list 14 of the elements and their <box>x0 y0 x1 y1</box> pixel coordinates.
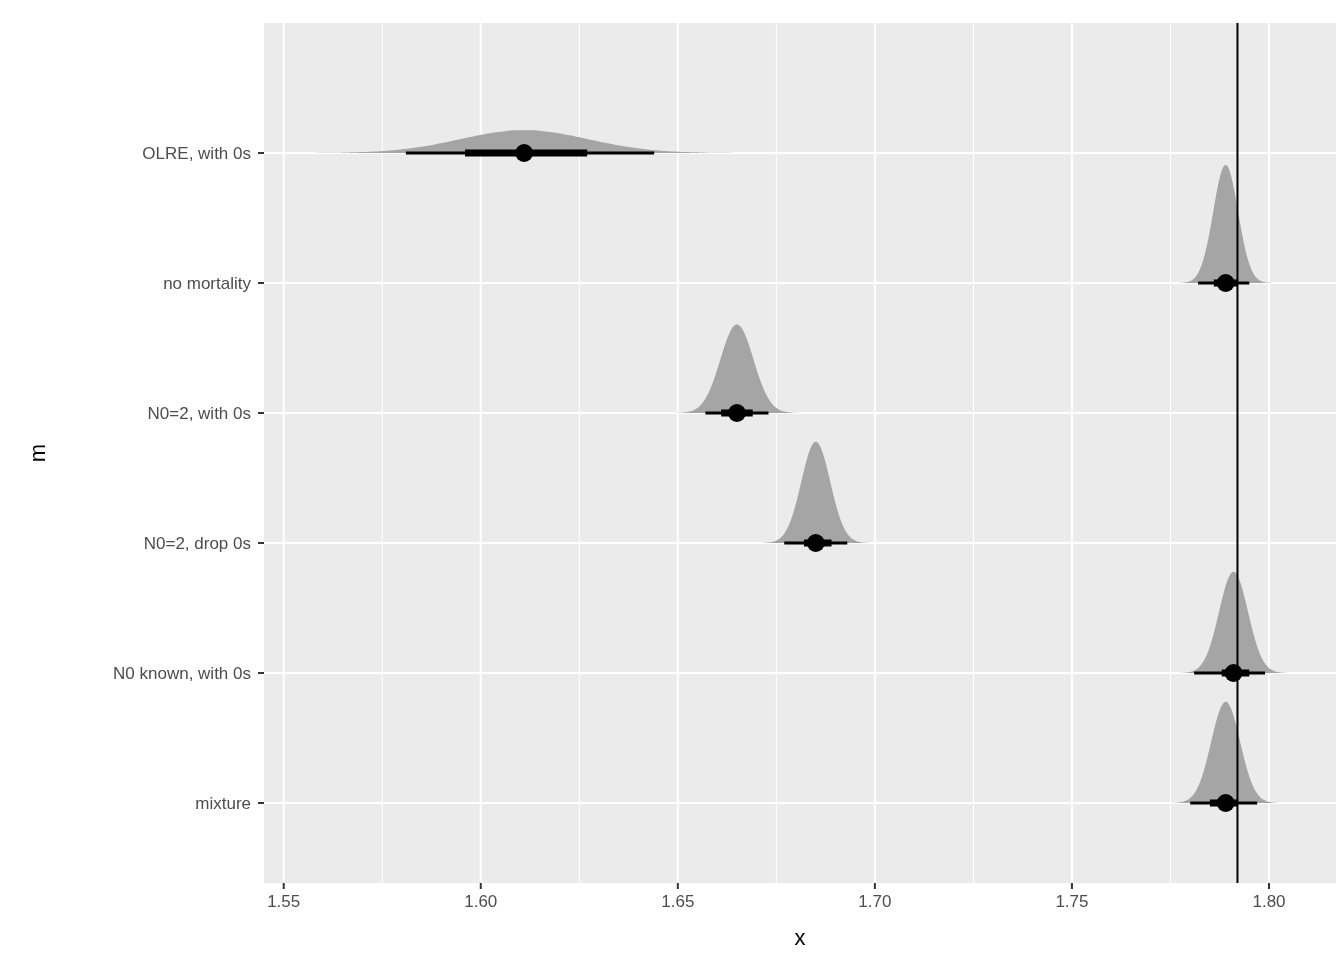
y-tick-label: OLRE, with 0s <box>142 144 251 163</box>
x-tick-label: 1.65 <box>661 892 695 911</box>
y-tick-label: N0=2, with 0s <box>147 404 251 423</box>
x-tick-label: 1.70 <box>858 892 892 911</box>
y-tick-label: no mortality <box>163 274 252 293</box>
x-tick-label: 1.55 <box>267 892 301 911</box>
y-tick-label: mixture <box>195 794 251 813</box>
x-tick-label: 1.80 <box>1252 892 1286 911</box>
y-tick-label: N0=2, drop 0s <box>143 534 251 553</box>
x-tick-label: 1.75 <box>1055 892 1089 911</box>
x-axis-title: x <box>794 925 806 950</box>
y-axis-title: m <box>25 443 50 463</box>
y-tick-label: N0 known, with 0s <box>113 664 251 683</box>
x-tick-label: 1.60 <box>464 892 498 911</box>
